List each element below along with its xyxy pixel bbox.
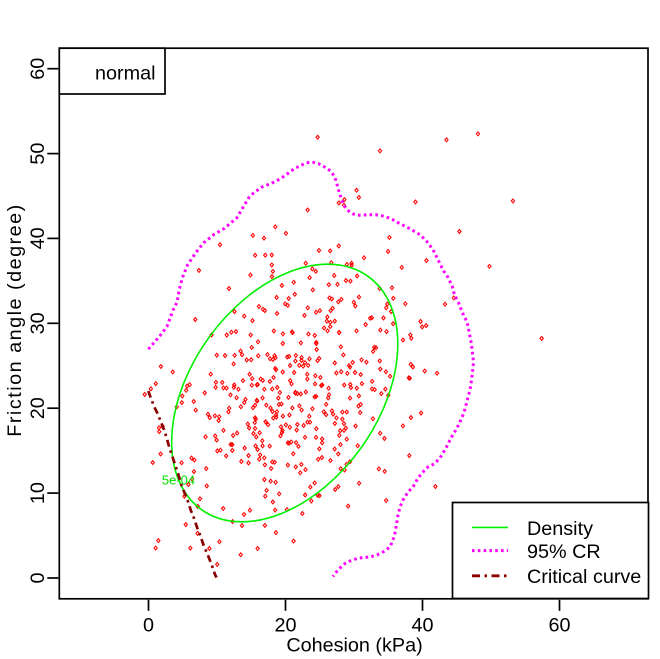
svg-text:30: 30 <box>27 312 49 334</box>
svg-text:Critical curve: Critical curve <box>527 566 641 588</box>
svg-text:5e-04: 5e-04 <box>162 473 195 488</box>
svg-text:60: 60 <box>27 58 49 80</box>
svg-text:20: 20 <box>274 615 296 637</box>
svg-text:20: 20 <box>27 397 49 419</box>
svg-text:60: 60 <box>548 615 570 637</box>
svg-text:0: 0 <box>27 572 49 583</box>
svg-text:Friction angle (degree): Friction angle (degree) <box>4 203 26 437</box>
svg-text:normal: normal <box>95 63 155 85</box>
svg-text:Cohesion (kPa): Cohesion (kPa) <box>286 635 422 657</box>
svg-text:40: 40 <box>27 227 49 249</box>
svg-text:10: 10 <box>27 482 49 504</box>
svg-text:50: 50 <box>27 143 49 165</box>
svg-text:40: 40 <box>411 615 433 637</box>
svg-text:95% CR: 95% CR <box>527 541 601 563</box>
svg-text:0: 0 <box>143 615 154 637</box>
svg-text:Density: Density <box>527 518 593 540</box>
